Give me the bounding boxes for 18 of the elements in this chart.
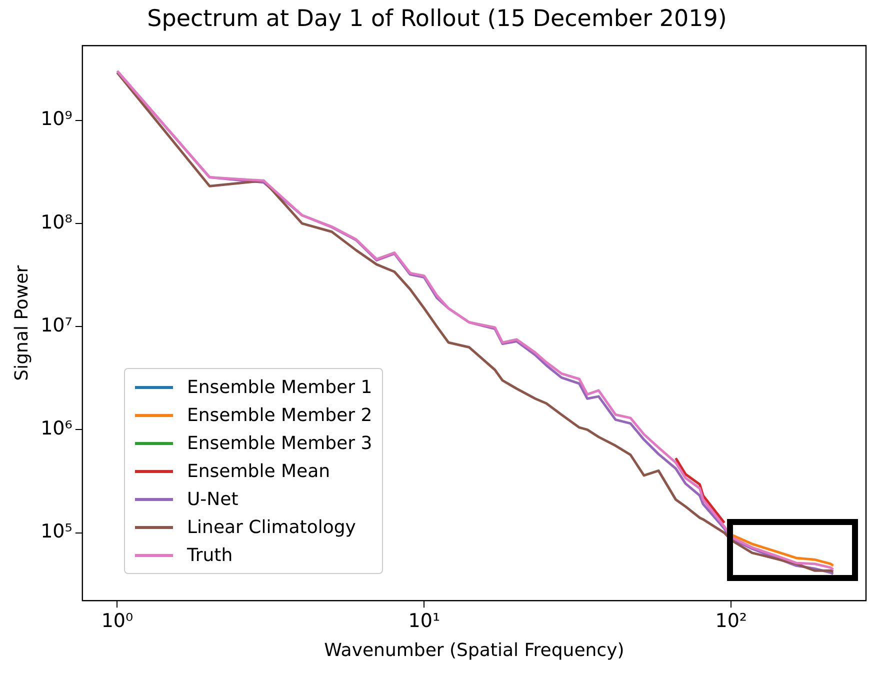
y-axis-title: Signal Power <box>11 264 32 381</box>
x-tick-label: 10² <box>715 610 748 632</box>
x-tick-label: 10¹ <box>408 610 440 632</box>
y-tick-label: 10⁹ <box>40 108 72 130</box>
chart-title: Spectrum at Day 1 of Rollout (15 December 2019) <box>147 6 727 32</box>
legend-label: Truth <box>187 544 233 566</box>
legend-label: Ensemble Member 2 <box>187 404 372 426</box>
x-axis-title: Wavenumber (Spatial Frequency) <box>324 640 624 661</box>
legend-label: Ensemble Member 1 <box>187 376 372 398</box>
y-tick-label: 10⁵ <box>40 520 72 543</box>
legend-label: Ensemble Member 3 <box>187 432 372 454</box>
y-tick-label: 10⁸ <box>40 211 72 234</box>
legend-label: U-Net <box>187 488 238 510</box>
y-tick-label: 10⁶ <box>40 418 72 440</box>
y-tick-label: 10⁷ <box>40 314 72 336</box>
x-tick-label: 10⁰ <box>101 610 134 632</box>
legend-label: Linear Climatology <box>187 516 356 538</box>
legend-label: Ensemble Mean <box>187 460 330 482</box>
